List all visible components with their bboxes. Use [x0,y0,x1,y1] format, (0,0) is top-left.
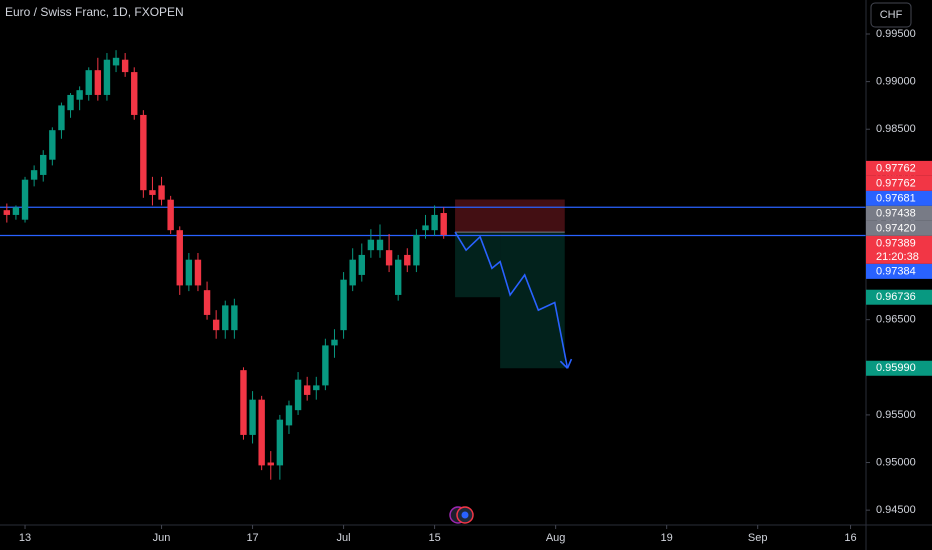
currency-label[interactable]: CHF [880,9,903,21]
stop-zone [455,199,565,233]
y-tick-label: 0.99000 [876,76,916,88]
candle-body [30,170,38,180]
candle-body [349,259,356,286]
candle-body [394,259,402,295]
price-label: 0.97438 [876,207,916,219]
candle-body [385,250,393,266]
candle-body [276,419,284,466]
candle-body [85,70,92,95]
price-label-box [866,190,932,206]
x-tick-label: Aug [546,532,566,544]
currency-button[interactable] [870,2,912,28]
candle-body [367,239,375,251]
price-label: 0.95990 [876,362,916,374]
price-label: 0.97420 [876,222,916,234]
y-tick-label: 0.95500 [876,409,916,421]
x-tick-label: Sep [748,532,768,544]
event-icon-dot [461,511,469,519]
x-tick-label: 19 [661,532,673,544]
plot-area [0,50,866,480]
candle-body [3,210,11,215]
candle-body [67,94,74,111]
price-label: 0.97384 [876,265,916,277]
price-label-box [866,205,932,221]
y-tick-label: 0.98500 [876,123,916,135]
candle-body [212,319,220,331]
candle-body [358,254,365,275]
candle-body [40,154,47,175]
candle-body [58,105,65,131]
candle-body [267,462,274,466]
price-label-box [866,235,932,264]
candle-body [285,405,293,426]
x-tick-label: Jun [153,532,171,544]
chart-title: Euro / Swiss Franc, 1D, FXOPEN [5,5,184,19]
candle-body [303,385,311,395]
projection-path [454,231,569,369]
candle-body [422,225,429,231]
price-label-box [866,175,932,191]
x-tick-label: 16 [844,532,856,544]
candle-body [340,279,347,331]
candle-body [376,239,384,251]
candle-body [121,59,129,73]
price-label-box [866,289,932,305]
candle-body [413,234,420,266]
candle-body [331,339,338,346]
candle-body [149,190,156,195]
candle-body [12,207,20,215]
candle-body [112,57,120,66]
projection-arrowhead [559,360,569,369]
y-tick-label: 0.94500 [876,504,916,516]
x-tick-label: 13 [19,532,31,544]
projection-arrowhead [566,358,573,369]
price-label-box [866,263,932,279]
candle-body [313,385,320,391]
candle-body [240,370,247,435]
candle-body [49,130,56,160]
price-label-box [866,220,932,236]
candle-body [404,254,411,266]
candle-body [322,345,329,386]
candle-body [294,379,302,411]
countdown-label: 21:20:38 [876,251,919,263]
price-label: 0.97681 [876,192,916,204]
candle-body [21,179,29,220]
candle-body [440,213,447,235]
candle-body [167,199,174,231]
candle-body [203,290,211,315]
price-label-box [866,360,932,376]
candle-body [222,305,229,331]
price-label: 0.97389 [876,237,916,249]
candle-body [94,70,102,95]
price-label: 0.97762 [876,162,916,174]
y-tick-label: 0.96500 [876,314,916,326]
candle-body [76,90,83,100]
candle-body [140,114,147,191]
price-label-box [866,160,932,176]
candle-body [249,399,256,435]
x-tick-label: 15 [428,532,440,544]
price-label: 0.97762 [876,177,916,189]
y-tick-label: 0.95000 [876,456,916,468]
candle-body [131,72,138,115]
x-tick-label: Jul [337,532,351,544]
target-zone [500,232,565,369]
candle-body [176,230,183,286]
candle-body [185,259,193,286]
candle-body [231,305,238,331]
price-label: 0.96736 [876,291,916,303]
y-tick-label: 0.99500 [876,28,916,40]
candle-body [258,399,265,466]
candle-body [103,59,111,95]
candle-body [158,185,165,200]
candle-body [431,214,438,231]
x-tick-label: 17 [246,532,258,544]
candle-body [194,259,202,286]
